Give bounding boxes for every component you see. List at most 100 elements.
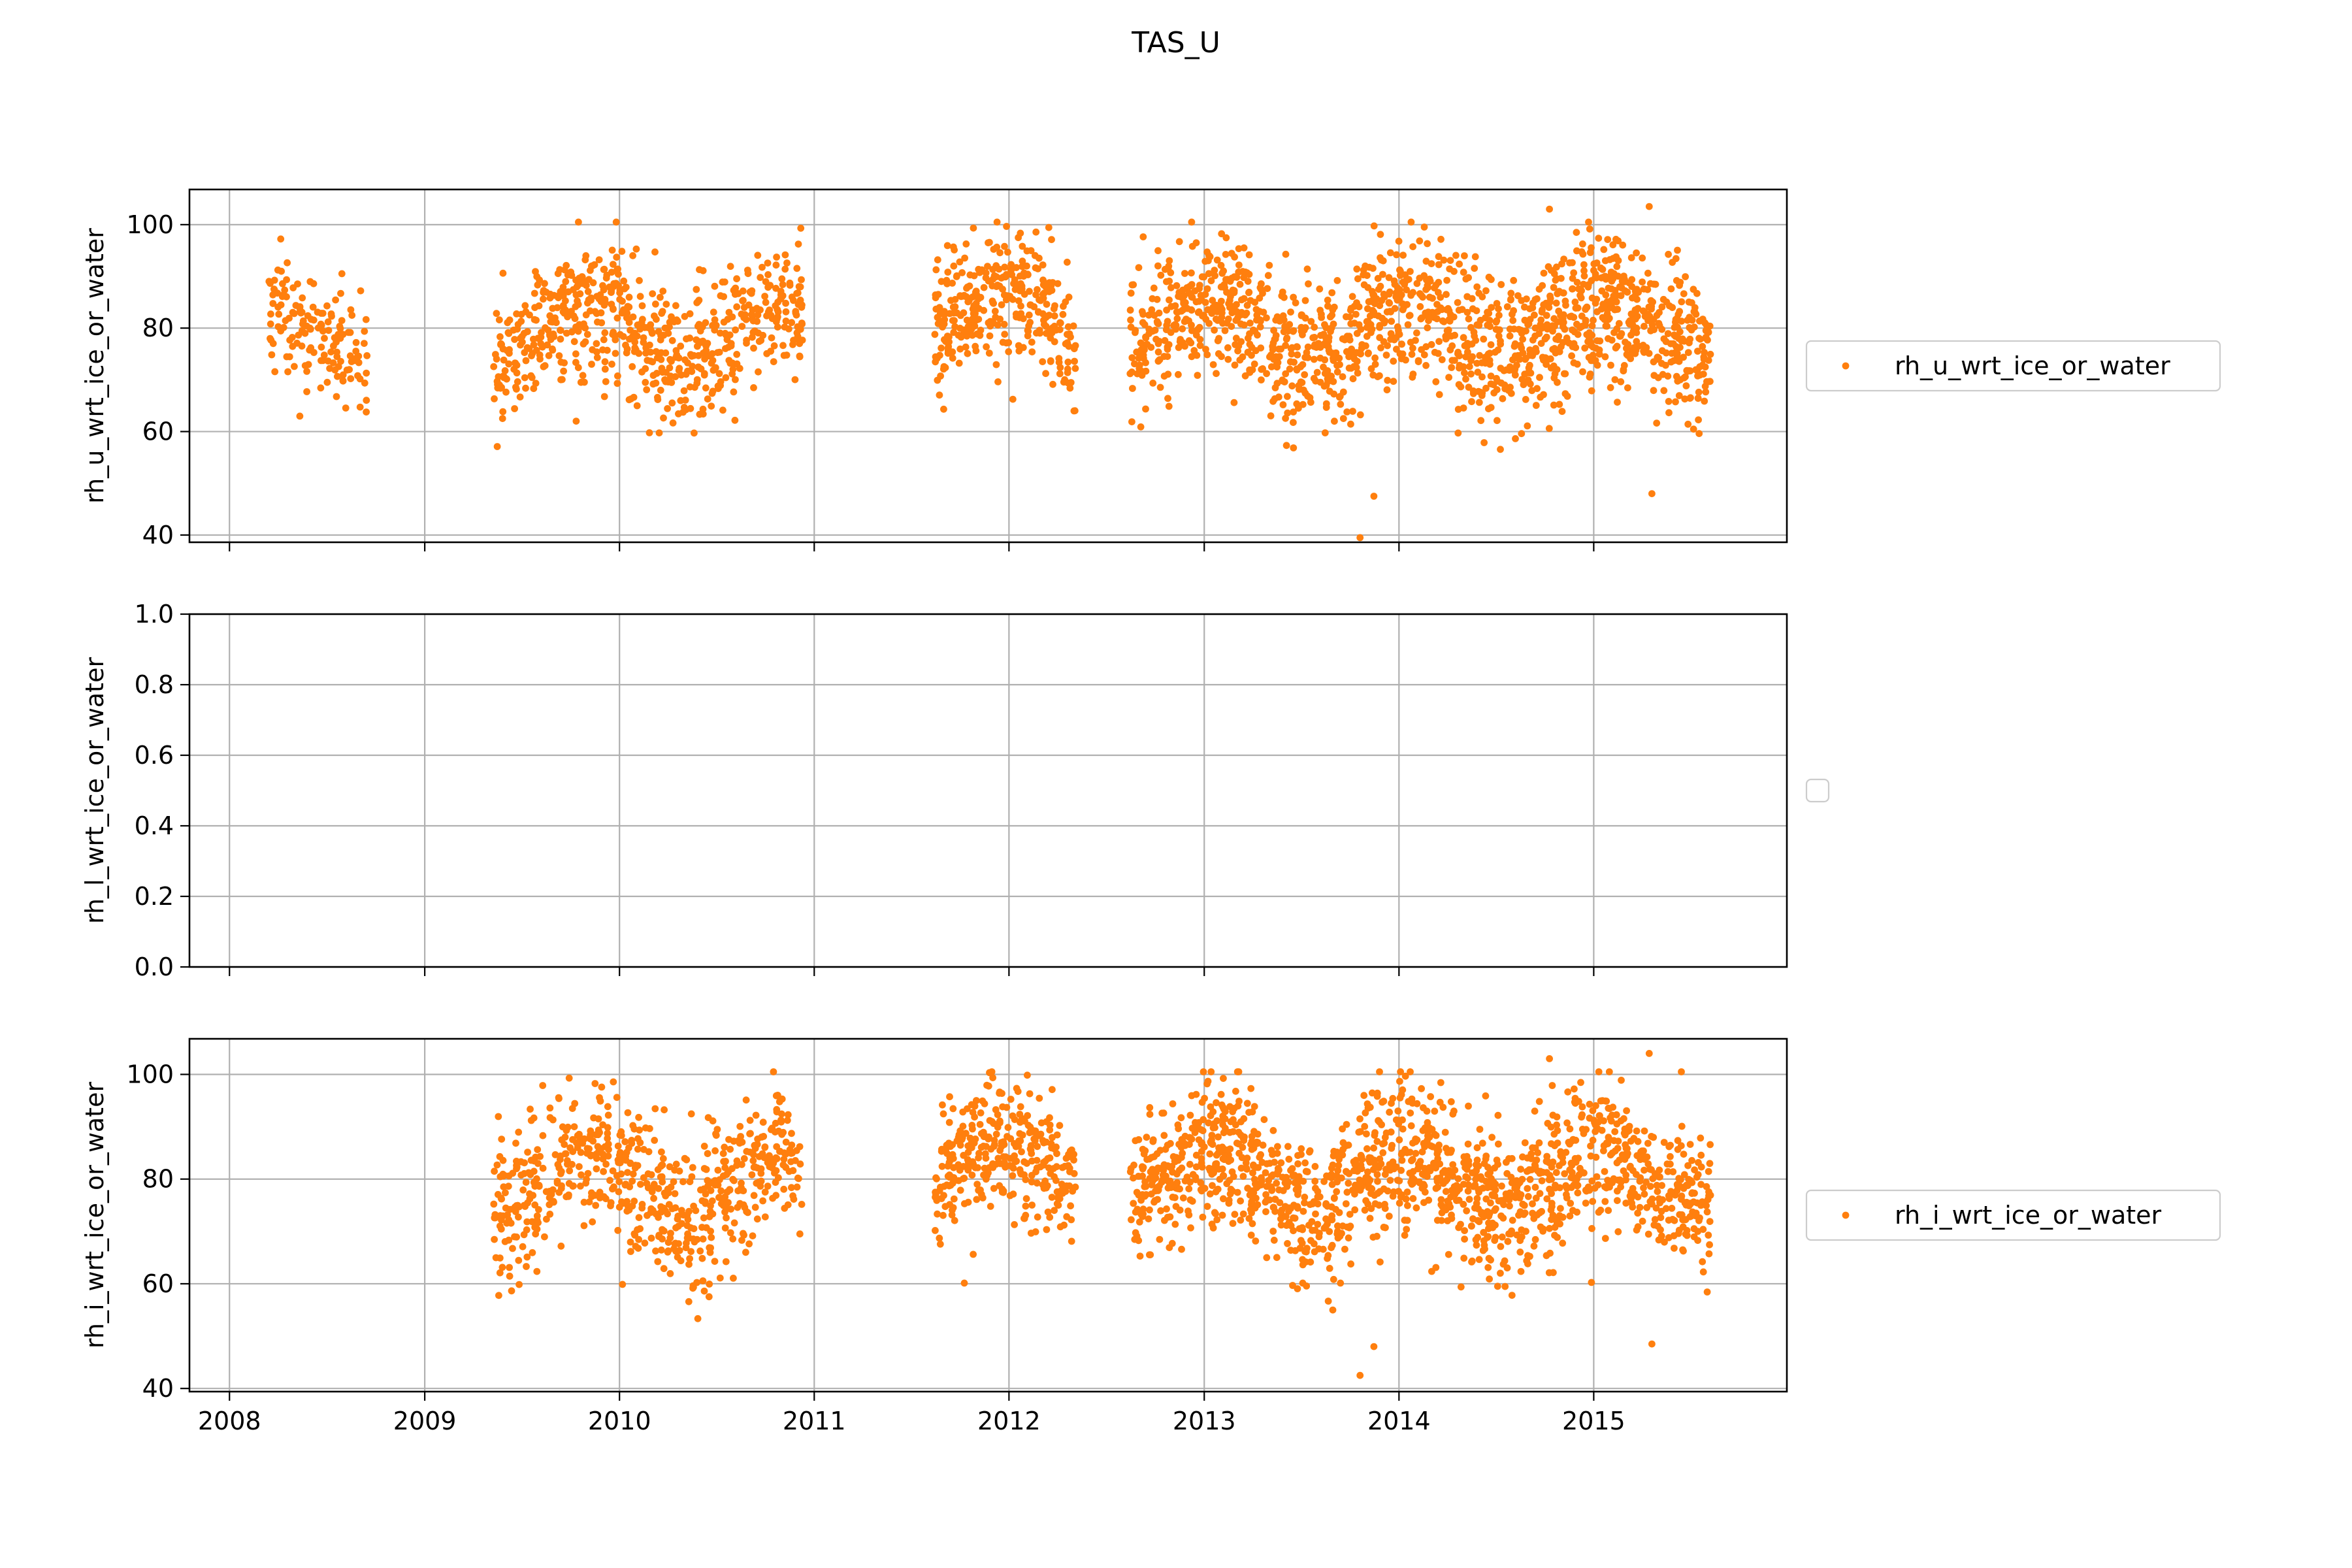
data-point [1025,311,1033,319]
data-point [746,1117,754,1124]
data-point [1257,286,1265,293]
data-point [1269,354,1277,361]
data-point [1238,1154,1246,1162]
data-point [1390,378,1397,385]
data-point [609,1167,617,1175]
data-point [715,370,723,378]
data-point [1420,351,1428,359]
data-point [1345,1179,1352,1187]
data-point [1316,1230,1323,1237]
data-point [749,1157,757,1164]
data-point [267,335,274,342]
data-point [591,1080,599,1087]
data-point [538,329,545,336]
data-point [1559,1239,1567,1247]
data-point [1399,1125,1407,1133]
data-point [1573,1175,1580,1183]
data-point [327,348,335,356]
data-point [1353,299,1360,306]
data-point [1407,218,1415,226]
data-point [531,1224,539,1231]
data-point [1235,261,1243,269]
data-point [652,348,660,355]
data-point [1620,366,1627,374]
data-point [1409,243,1417,250]
data-point [972,342,979,350]
data-point [685,1298,693,1305]
data-point [754,1135,761,1143]
data-point [1316,1193,1324,1201]
data-point [619,1281,627,1288]
data-point [1658,1232,1665,1240]
data-point [757,1177,765,1185]
data-point [727,342,735,350]
data-point [1155,338,1163,345]
data-point [595,256,603,263]
data-point [1512,435,1519,442]
data-point [1436,1160,1444,1168]
data-point [1360,1092,1368,1100]
data-point [615,1151,623,1159]
data-point [1011,1221,1018,1228]
data-point [1593,259,1601,267]
data-point [1566,1166,1574,1173]
data-point [1394,296,1401,304]
data-point [1237,1197,1244,1205]
data-point [1032,1127,1039,1135]
data-point [796,1160,804,1168]
data-point [1139,1164,1147,1171]
data-point [959,1108,967,1116]
data-point [1294,1203,1301,1211]
data-point [1614,1137,1622,1145]
data-point [1498,1198,1506,1205]
data-point [1399,350,1407,358]
data-point [1324,378,1331,385]
data-point [530,1179,538,1186]
data-point [722,374,730,382]
data-point [1188,242,1196,250]
data-point [1175,1166,1183,1174]
data-point [616,289,623,297]
data-point [781,265,789,273]
data-point [1627,310,1635,318]
data-point [1569,285,1576,293]
data-point [971,306,979,313]
data-point [1588,244,1595,252]
data-point [631,344,639,351]
data-point [1339,415,1347,422]
data-point [1318,342,1325,349]
data-point [1215,1133,1222,1141]
data-point [992,314,1000,321]
data-point [587,1127,595,1135]
data-point [1304,354,1312,361]
data-point [934,1210,941,1218]
data-point [1592,1121,1599,1128]
data-point [1046,1126,1054,1134]
data-point [1572,304,1580,312]
data-point [1562,1149,1570,1156]
data-point [1425,1196,1433,1204]
data-point [1198,1155,1205,1162]
data-point [1247,1232,1255,1239]
data-point [1429,295,1436,302]
data-point [1407,1109,1414,1117]
data-point [1396,1177,1403,1184]
data-point [1222,251,1230,258]
data-point [708,1233,715,1241]
data-point [522,1179,530,1186]
data-point [1692,1211,1700,1218]
data-point [1519,1153,1526,1161]
data-point [527,1105,534,1113]
data-point [1247,297,1254,304]
data-point [664,405,671,412]
data-point [1554,290,1561,297]
data-point [1254,1201,1262,1209]
data-point [536,1152,544,1160]
data-point [777,1118,785,1126]
data-point [1519,335,1527,343]
data-point [1661,1238,1668,1246]
data-point [657,293,664,301]
data-point [939,1211,947,1219]
data-point [1009,1154,1017,1162]
data-point [771,1169,778,1177]
